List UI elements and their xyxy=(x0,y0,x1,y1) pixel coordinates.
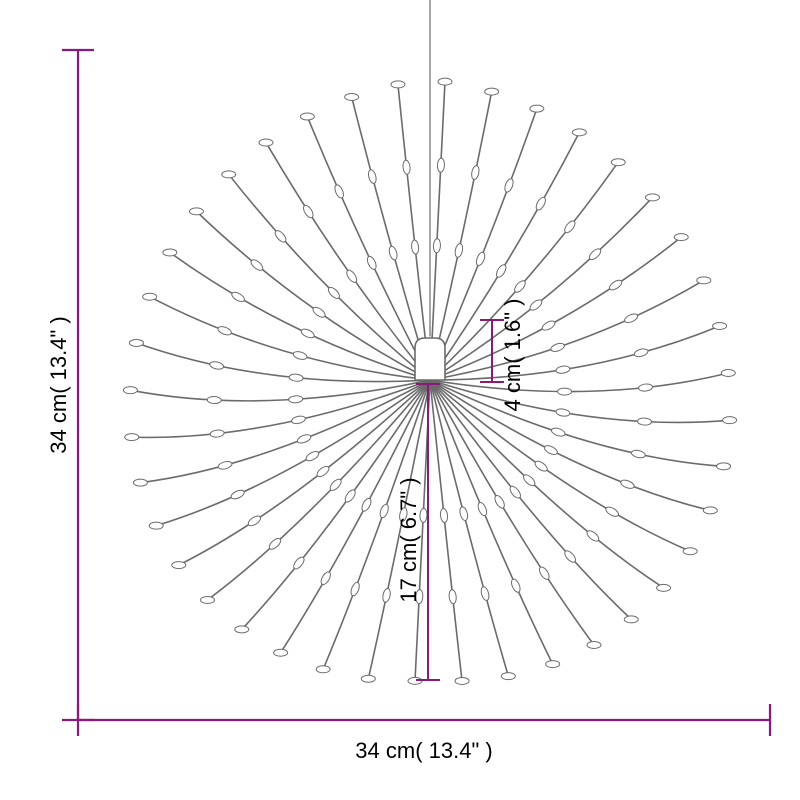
svg-text:4 cm( 1.6" ): 4 cm( 1.6" ) xyxy=(500,299,525,412)
svg-text:34 cm( 13.4" ): 34 cm( 13.4" ) xyxy=(46,316,71,453)
svg-text:34 cm( 13.4" ): 34 cm( 13.4" ) xyxy=(355,738,492,763)
svg-text:17 cm( 6.7" ): 17 cm( 6.7" ) xyxy=(396,477,421,602)
